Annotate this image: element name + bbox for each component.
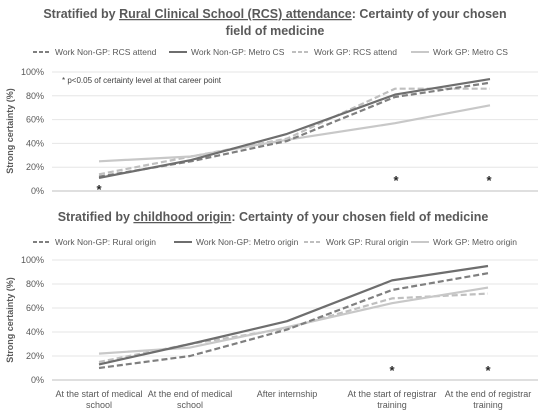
chart-origin-legend-label: Work Non-GP: Metro origin [196,237,299,247]
chart-rcs-significance-star-3: * [486,173,492,188]
chart-rcs-legend-label: Work Non-GP: RCS attend [55,47,157,57]
chart-origin-y-tick-label: 100% [21,255,44,265]
chart-rcs-y-tick-label: 0% [31,186,44,196]
chart-rcs-legend-item: Work Non-GP: Metro CS [169,47,285,57]
chart-rcs-y-axis-label: Strong certainty (%) [5,88,15,174]
chart-origin-x-tick-label: At the start of medical school [55,389,142,410]
chart-rcs-series-line [98,104,491,163]
chart-origin-legend-label: Work GP: Rural origin [326,237,409,247]
chart-rcs-legend-item: Work Non-GP: RCS attend [33,47,157,57]
chart-origin-x-tick-label: After internship [257,389,318,399]
chart-origin-series [98,264,489,370]
chart-origin-legend-item: Work Non-GP: Metro origin [174,237,299,247]
chart-rcs-y-tick-label: 20% [26,162,44,172]
chart-origin-series-line [98,264,489,366]
chart-rcs-y-tick-label: 40% [26,138,44,148]
chart-rcs: Stratified by Rural Clinical School (RCS… [5,7,538,197]
chart-origin-x-tick-label: At the end of medical school [148,389,233,410]
chart-rcs-legend-item: Work GP: RCS attend [292,47,397,57]
chart-origin-series-line [98,292,489,364]
chart-rcs-y-tick-label: 80% [26,91,44,101]
chart-rcs-significance-note: * p<0.05 of certainty level at that care… [62,76,222,85]
chart-rcs-title: Stratified by Rural Clinical School (RCS… [43,7,506,21]
chart-origin-y-tick-label: 0% [31,375,44,385]
chart-origin-legend: Work Non-GP: Rural origin Work Non-GP: Me… [33,237,517,247]
chart-rcs-grid [52,71,538,192]
chart-rcs-y-tick-label: 100% [21,67,44,77]
chart-origin-series-line [98,272,489,370]
chart-origin-y-tick-label: 20% [26,351,44,361]
chart-origin: Stratified by childhood origin: Certaint… [5,210,538,410]
chart-origin-significance-star-2: * [485,363,491,378]
chart-rcs-y-ticks: 0% 20% 40% 60% 80% 100% [21,67,44,196]
chart-rcs-series-line [98,87,490,176]
chart-origin-series-line [98,286,489,355]
chart-rcs-legend-label: Work Non-GP: Metro CS [191,47,285,57]
chart-origin-title: Stratified by childhood origin: Certaint… [58,210,489,224]
chart-origin-legend-item: Work Non-GP: Rural origin [33,237,156,247]
chart-rcs-y-tick-label: 60% [26,115,44,125]
chart-origin-x-tick-label: At the start of registrar training [347,389,436,410]
chart-rcs-series-line [98,81,491,178]
chart-origin-legend-label: Work GP: Metro origin [433,237,517,247]
chart-origin-x-ticks: At the start of medical school At the end … [55,389,531,410]
chart-origin-legend-item: Work GP: Rural origin [304,237,409,247]
chart-rcs-legend-item: Work GP: Metro CS [411,47,508,57]
chart-origin-y-tick-label: 80% [26,279,44,289]
chart-rcs-legend-label: Work GP: Metro CS [433,47,508,57]
chart-rcs-series-line [98,78,491,179]
chart-rcs-significance-star-2: * [393,173,399,188]
chart-origin-y-tick-label: 40% [26,327,44,337]
chart-rcs-significance-star-1: * [96,182,102,197]
chart-origin-legend-label: Work Non-GP: Rural origin [55,237,156,247]
chart-origin-title-part3: : Certainty of your chosen field of medi… [231,210,488,224]
chart-rcs-legend-label: Work GP: RCS attend [314,47,397,57]
chart-rcs-title-part1: Stratified by [43,7,119,21]
chart-origin-y-axis-label: Strong certainty (%) [5,277,15,363]
chart-origin-title-part2: childhood origin [133,210,231,224]
chart-rcs-series [98,78,491,179]
chart-rcs-title-part2: Rural Clinical School (RCS) attendance [119,7,352,21]
chart-rcs-title-line2: field of medicine [226,24,325,38]
chart-origin-significance-star-1: * [389,363,395,378]
chart-rcs-legend: Work Non-GP: RCS attend Work Non-GP: Metr… [33,47,508,57]
chart-origin-grid [52,259,538,381]
chart-origin-legend-item: Work GP: Metro origin [411,237,517,247]
chart-origin-y-tick-label: 60% [26,303,44,313]
chart-rcs-title-part3: : Certainty of your chosen [352,7,507,21]
chart-origin-title-part1: Stratified by [58,210,134,224]
chart-origin-x-tick-label: At the end of registrar training [445,389,532,410]
chart-origin-y-ticks: 0% 20% 40% 60% 80% 100% [21,255,44,385]
